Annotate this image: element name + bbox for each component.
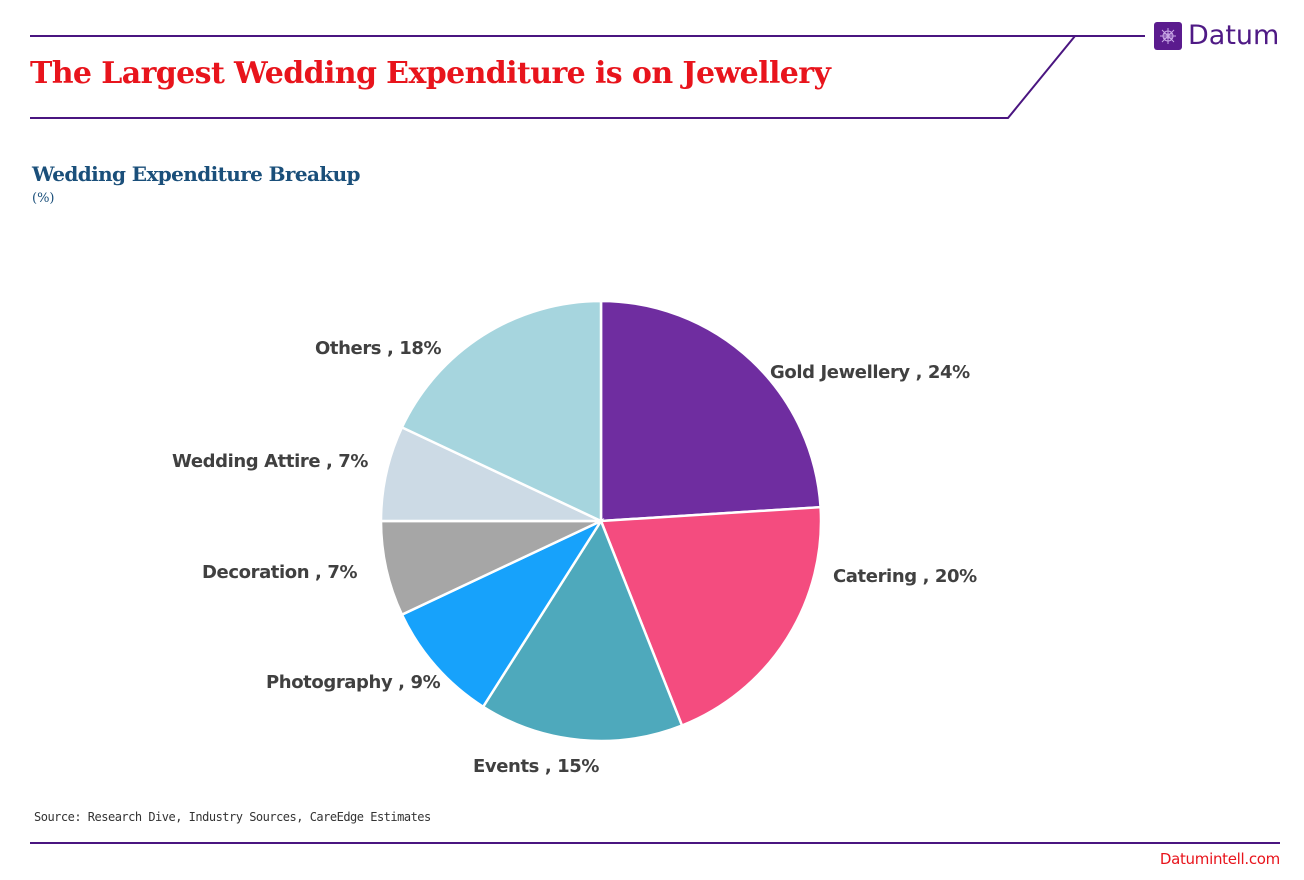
label-wedding-attire: Wedding Attire , 7% — [172, 451, 369, 472]
pie-slice-catering — [599, 505, 823, 728]
footer-divider — [30, 842, 1280, 844]
pie-slice-photography — [400, 518, 605, 709]
label-photography: Photography , 9% — [266, 672, 441, 693]
site-link[interactable]: Datumintell.com — [1159, 850, 1280, 868]
page-title: The Largest Wedding Expenditure is on Je… — [30, 56, 831, 91]
label-catering: Catering , 20% — [833, 566, 977, 587]
brand-name: Datum — [1188, 20, 1280, 51]
label-decoration: Decoration , 7% — [202, 562, 358, 583]
pie-slice-events — [481, 518, 684, 743]
pie-slice-others — [400, 299, 603, 523]
label-others: Others , 18% — [315, 338, 442, 359]
label-events: Events , 15% — [473, 756, 600, 777]
chart-title: Wedding Expenditure Breakup — [32, 162, 361, 186]
source-note: Source: Research Dive, Industry Sources,… — [34, 810, 431, 824]
brand-logo: Datum — [1154, 22, 1279, 50]
header-decoration-lines — [30, 35, 1145, 119]
chart-unit: (%) — [32, 191, 55, 206]
globe-grid-icon — [1154, 22, 1182, 50]
label-gold-jewellery: Gold Jewellery , 24% — [770, 362, 970, 383]
pie-slice-gold-jewellery — [599, 299, 822, 523]
